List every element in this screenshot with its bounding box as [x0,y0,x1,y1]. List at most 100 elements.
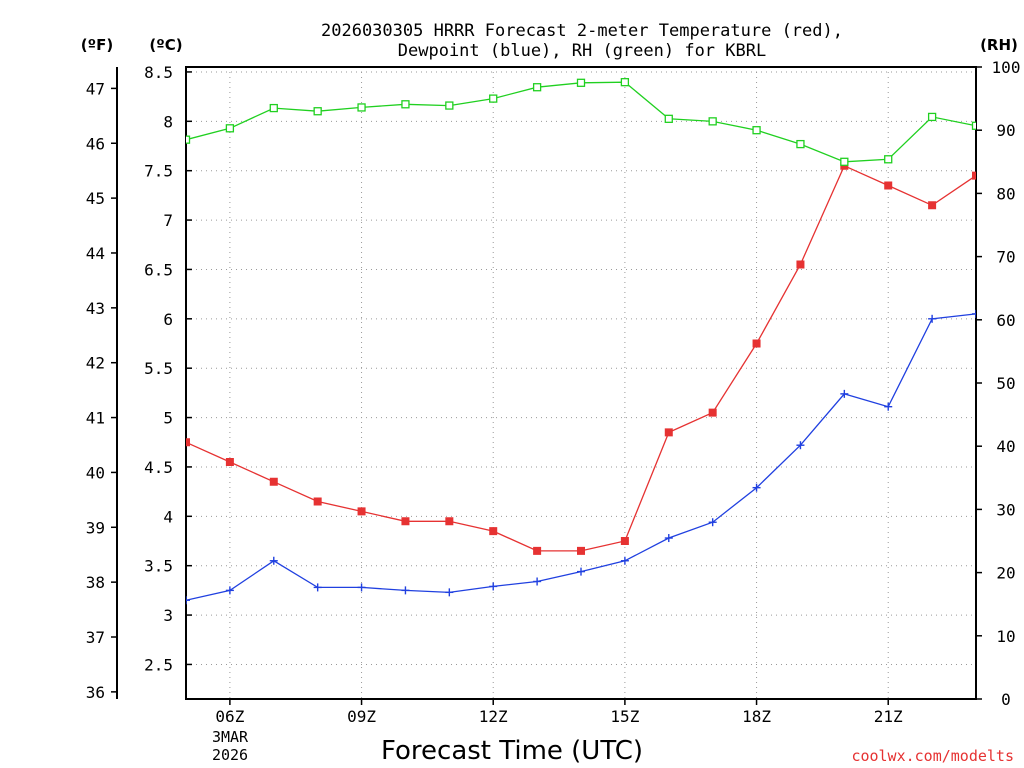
fahrenheit-tick-label: 47 [86,79,105,98]
x-axis-tick-label: 15Z [610,707,639,726]
rh-tick-label: 60 [996,311,1015,330]
celsius-unit-label: (ºC) [149,36,182,54]
celsius-tick-label: 8.5 [144,63,173,82]
rh-tick-label: 50 [996,374,1015,393]
celsius-tick-label: 4 [163,507,173,526]
temperature-point [884,181,893,190]
temperature-point [357,507,366,516]
temperature-point [186,438,190,447]
rh-point [927,112,937,122]
x-axis-tick-label: 09Z [347,707,376,726]
dewpoint-point [577,567,585,576]
fahrenheit-tick-label: 45 [86,189,105,208]
dewpoint-point [269,556,278,565]
celsius-tick-label: 6 [163,310,173,329]
rh-point [186,135,191,144]
celsius-tick-label: 7 [163,211,173,230]
plot-area [186,78,976,605]
temperature-point [225,458,234,466]
dewpoint-point [840,389,849,398]
temperature-point [664,428,673,437]
rh-tick-label: 0 [1001,690,1011,709]
temperature-point [269,477,278,486]
rh-line [186,81,976,163]
rh-point [489,94,498,103]
x-axis-tick-label: 12Z [479,707,508,726]
x-axis-date-month: 3MAR [212,728,249,746]
rh-tick-label: 20 [996,564,1015,583]
fahrenheit-tick-label: 42 [86,354,105,373]
dewpoint-point [928,314,937,323]
rh-point [971,121,976,130]
celsius-tick-label: 4.5 [144,458,173,477]
celsius-tick-label: 6.5 [144,260,173,279]
temperature-point [577,546,585,555]
temperature-point [533,546,542,555]
axes: 36 37 38 39 40 41 42 43 44 45 46 47 2.5 3 3.5 4 4.5 5 5.5 6… [86,58,1021,726]
x-axis-title: Forecast Time (UTC) [381,736,643,766]
rh-point [313,107,322,116]
temperature-line [186,164,976,552]
fahrenheit-tick-label: 43 [86,299,105,318]
temperature-point [401,517,410,526]
plot-frame [185,66,977,700]
grid-lines [186,67,976,699]
rh-point [620,78,630,87]
x-axis-tick-label: 18Z [742,707,771,726]
dewpoint-point [313,583,322,592]
fahrenheit-tick-label: 46 [86,134,105,153]
dewpoint-point [401,586,410,595]
dewpoint-point [620,556,629,565]
fahrenheit-tick-label: 38 [86,573,105,592]
dewpoint-point [445,588,454,597]
credit-text: coolwx.com/modelts [851,747,1014,765]
dewpoint-point [489,582,498,591]
dewpoint-point [884,402,893,411]
celsius-tick-label: 8 [163,112,173,131]
temperature-point [972,171,976,180]
fahrenheit-tick-label: 37 [86,628,105,647]
rh-tick-label: 70 [996,248,1015,267]
rh-point [752,126,761,135]
rh-tick-label: 100 [992,58,1021,77]
fahrenheit-tick-label: 40 [86,463,105,482]
rh-tick-label: 40 [996,437,1015,456]
rh-point [225,124,235,133]
temperature-point [445,517,454,526]
fahrenheit-tick-label: 36 [86,683,105,702]
celsius-tick-label: 2.5 [144,655,173,674]
fahrenheit-tick-label: 39 [86,518,105,537]
rh-point [664,114,673,123]
rh-point [840,157,849,166]
rh-tick-label: 90 [996,121,1015,140]
temperature-point [620,537,629,545]
celsius-tick-label: 3.5 [144,557,173,576]
rh-point [576,78,586,87]
rh-point [884,155,893,164]
dewpoint-point [533,577,542,586]
temperature-point [708,408,717,417]
rh-point [357,103,366,112]
temperature-point [928,201,937,210]
rh-tick-label: 30 [996,500,1015,519]
rh-point [796,139,805,149]
fahrenheit-tick-label: 44 [86,244,105,263]
dewpoint-point [796,441,805,450]
temperature-point [752,339,761,348]
fahrenheit-tick-label: 41 [86,409,105,428]
rh-point [445,101,454,110]
temperature-point [489,527,498,536]
dewpoint-point [972,309,976,318]
celsius-tick-label: 5.5 [144,359,173,378]
celsius-tick-label: 3 [163,606,173,625]
rh-tick-label: 80 [996,184,1015,203]
dewpoint-point [752,483,761,492]
dewpoint-point [357,583,366,592]
x-axis-tick-label: 21Z [874,707,903,726]
dewpoint-point [664,534,673,543]
dewpoint-point [708,518,717,527]
x-axis-tick-label: 06Z [215,707,244,726]
dewpoint-point [186,596,190,605]
celsius-tick-label: 5 [163,409,173,428]
